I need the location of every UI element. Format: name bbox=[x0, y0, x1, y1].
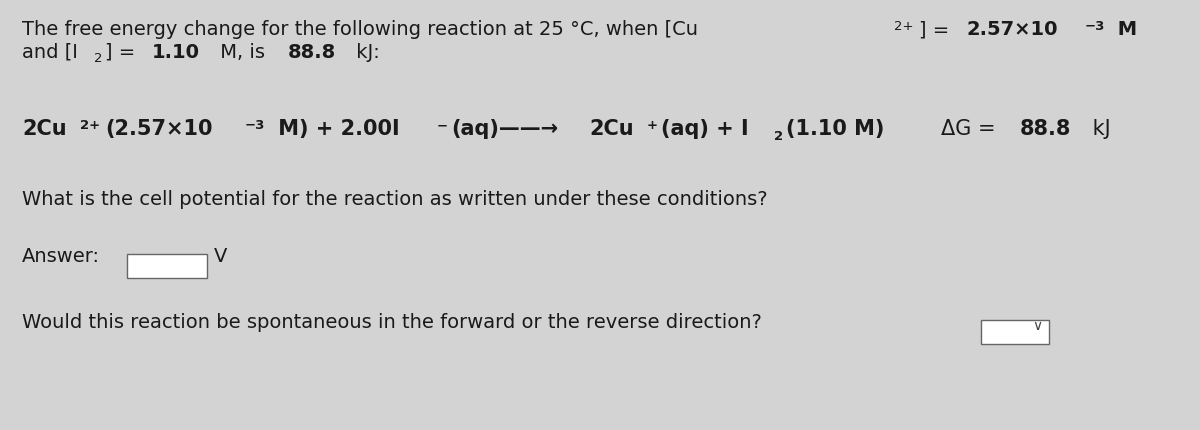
Text: M) + 2.00I: M) + 2.00I bbox=[270, 119, 400, 139]
Text: ΔG =: ΔG = bbox=[941, 119, 1002, 139]
Text: 2+: 2+ bbox=[79, 119, 100, 132]
Text: (aq) + I: (aq) + I bbox=[661, 119, 749, 139]
Text: ∨: ∨ bbox=[1033, 319, 1043, 333]
Text: Would this reaction be spontaneous in the forward or the reverse direction?: Would this reaction be spontaneous in th… bbox=[22, 313, 762, 332]
Text: 2Cu: 2Cu bbox=[22, 119, 67, 139]
Text: 2: 2 bbox=[774, 130, 784, 143]
Text: 1.10: 1.10 bbox=[152, 43, 200, 62]
Text: 2.57×10: 2.57×10 bbox=[966, 20, 1058, 39]
Text: What is the cell potential for the reaction as written under these conditions?: What is the cell potential for the react… bbox=[22, 190, 768, 209]
Text: 2+: 2+ bbox=[894, 20, 913, 33]
Text: ] =: ] = bbox=[919, 20, 956, 39]
Text: 2: 2 bbox=[94, 52, 102, 65]
Text: kJ:: kJ: bbox=[350, 43, 380, 62]
Text: and [I: and [I bbox=[22, 43, 78, 62]
Text: V: V bbox=[214, 247, 227, 266]
Text: ] =: ] = bbox=[106, 43, 142, 62]
Text: M, is: M, is bbox=[214, 43, 271, 62]
Text: −3: −3 bbox=[245, 119, 265, 132]
Text: −3: −3 bbox=[1085, 20, 1105, 33]
Text: (aq)——→: (aq)——→ bbox=[451, 119, 558, 139]
FancyBboxPatch shape bbox=[980, 320, 1049, 344]
Text: Answer:: Answer: bbox=[22, 247, 100, 266]
Text: +: + bbox=[647, 119, 658, 132]
Text: −: − bbox=[437, 119, 448, 132]
Text: M: M bbox=[1111, 20, 1136, 39]
Text: 88.8: 88.8 bbox=[288, 43, 336, 62]
Text: The free energy change for the following reaction at 25 °C, when [Cu: The free energy change for the following… bbox=[22, 20, 698, 39]
Text: (2.57×10: (2.57×10 bbox=[106, 119, 214, 139]
Text: 2Cu: 2Cu bbox=[589, 119, 634, 139]
Text: (1.10 M): (1.10 M) bbox=[786, 119, 884, 139]
Text: kJ: kJ bbox=[1086, 119, 1110, 139]
FancyBboxPatch shape bbox=[127, 254, 206, 278]
Text: 88.8: 88.8 bbox=[1020, 119, 1072, 139]
